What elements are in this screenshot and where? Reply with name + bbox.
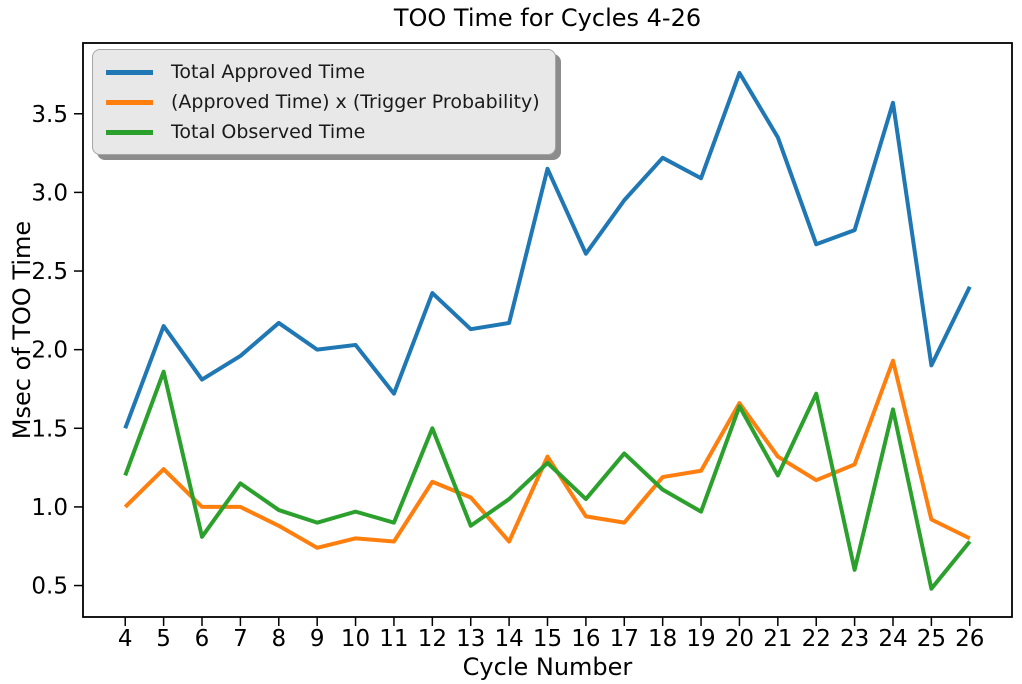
y-tick-label: 1.5 [31,416,68,442]
x-tick-label: 6 [195,626,210,652]
x-tick-label: 7 [233,626,248,652]
x-tick-label: 13 [456,626,485,652]
y-tick-label: 3.0 [31,180,68,206]
x-tick-label: 4 [118,626,133,652]
x-tick-label: 16 [571,626,600,652]
y-axis-label: Msec of TOO Time [8,221,36,439]
legend-swatch-green-line [106,129,153,135]
x-axis-label: Cycle Number [463,653,633,681]
x-tick-label: 14 [494,626,523,652]
legend-item-total-observed-time: Total Observed Time [106,117,540,147]
chart-title: TOO Time for Cycles 4-26 [393,4,702,32]
x-tick-label: 20 [725,626,754,652]
y-tick-label: 0.5 [31,574,68,600]
x-tick-label: 8 [271,626,286,652]
x-tick-label: 19 [686,626,715,652]
series-line-total-observed-time [123,369,972,591]
legend-swatch-blue-line [106,69,153,75]
legend-label: Total Approved Time [171,61,366,83]
legend: Total Approved Time (Approved Time) x (T… [92,49,556,155]
series-line-total-approved-time [123,70,972,429]
x-tick-label: 21 [763,626,792,652]
legend-swatch-orange-line [106,99,153,105]
x-tick-label: 10 [341,626,370,652]
x-tick-label: 17 [610,626,639,652]
legend-label: (Approved Time) x (Trigger Probability) [171,91,540,113]
y-tick-label: 2.0 [31,338,68,364]
y-tick-label: 2.5 [31,259,68,285]
legend-label: Total Observed Time [171,121,366,143]
y-tick-label: 1.0 [31,495,68,521]
x-tick-label: 15 [533,626,562,652]
x-tick-label: 22 [802,626,831,652]
series-line-approved-time-x-trigger-probability [123,358,971,550]
x-tick-label: 24 [878,626,907,652]
y-tick-label: 3.5 [31,102,68,128]
x-tick-label: 9 [310,626,325,652]
x-tick-label: 12 [418,626,447,652]
x-tick-label: 26 [955,626,984,652]
x-tick-label: 25 [917,626,946,652]
legend-item-approved-times-trigger-probability: (Approved Time) x (Trigger Probability) [106,87,540,117]
x-tick-label: 18 [648,626,677,652]
x-tick-label: 11 [379,626,408,652]
x-tick-label: 23 [840,626,869,652]
legend-item-total-approved-time: Total Approved Time [106,57,540,87]
x-tick-label: 5 [156,626,171,652]
